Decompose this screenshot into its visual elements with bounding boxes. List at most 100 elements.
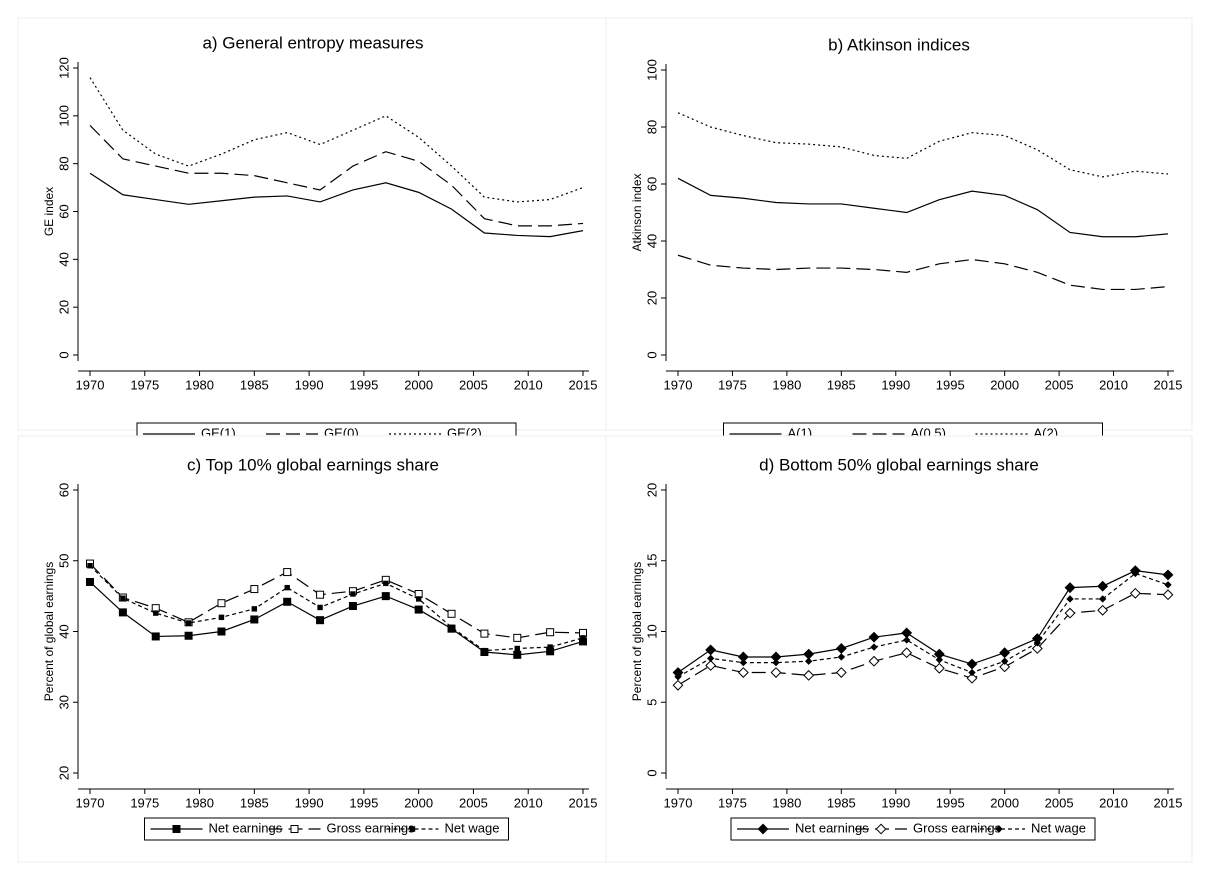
- series-line: [89, 581, 584, 656]
- marker: [1064, 607, 1076, 619]
- marker: [968, 668, 976, 677]
- series-line: [89, 124, 584, 227]
- x-tick-label: 1980: [185, 377, 214, 392]
- x-tick-label: 2010: [514, 377, 543, 392]
- marker: [283, 597, 292, 606]
- series-line: [89, 172, 584, 238]
- marker: [172, 825, 181, 833]
- marker: [1097, 580, 1109, 592]
- chart-title: d) Bottom 50% global earnings share: [759, 455, 1039, 474]
- marker: [868, 631, 880, 643]
- marker: [250, 585, 259, 594]
- legend: [144, 817, 509, 841]
- marker: [739, 658, 748, 667]
- y-tick-label: 40: [56, 252, 71, 266]
- marker: [706, 654, 715, 663]
- marker: [218, 614, 225, 621]
- x-tick-label: 1990: [881, 377, 910, 392]
- y-tick-label: 60: [56, 483, 71, 497]
- marker: [999, 647, 1011, 659]
- y-tick-label: 100: [56, 105, 71, 127]
- y-tick-label: 80: [56, 156, 71, 170]
- marker: [151, 632, 160, 641]
- marker: [1064, 582, 1076, 594]
- marker: [251, 606, 258, 612]
- x-tick-label: 2005: [1045, 795, 1074, 810]
- legend-label: Gross earnings: [327, 820, 416, 835]
- marker: [290, 825, 299, 833]
- y-axis-label: Percent of global earnings: [42, 562, 56, 701]
- x-tick-label: 1970: [664, 795, 693, 810]
- marker: [837, 653, 846, 661]
- marker: [933, 662, 945, 674]
- legend-label: Net wage: [445, 820, 500, 835]
- y-axis-label: Percent of global earnings: [630, 562, 644, 701]
- marker: [448, 624, 455, 630]
- marker: [317, 604, 323, 611]
- marker: [1097, 604, 1109, 616]
- marker: [674, 673, 682, 681]
- series-line: [677, 254, 1169, 291]
- x-tick-label: 1980: [185, 795, 214, 810]
- series-line: [677, 177, 1169, 238]
- marker: [381, 592, 390, 601]
- y-tick-label: 100: [644, 59, 659, 81]
- marker: [414, 605, 423, 614]
- y-tick-label: 60: [644, 177, 659, 191]
- chart-title: b) Atkinson indices: [828, 35, 970, 54]
- marker: [546, 628, 555, 637]
- marker: [1131, 569, 1140, 578]
- marker: [803, 669, 815, 681]
- series-line: [677, 112, 1169, 178]
- marker: [757, 823, 769, 835]
- y-tick-label: 120: [56, 57, 71, 79]
- marker: [1162, 589, 1174, 601]
- series-line: [677, 572, 1169, 678]
- panel: [605, 435, 1193, 863]
- y-tick-label: 20: [56, 300, 71, 314]
- marker: [966, 672, 978, 684]
- marker: [770, 667, 782, 678]
- chart-title: c) Top 10% global earnings share: [187, 455, 439, 474]
- series-line: [677, 592, 1169, 686]
- marker: [283, 568, 292, 577]
- marker: [804, 657, 813, 665]
- marker: [672, 679, 684, 691]
- y-tick-label: 30: [56, 695, 71, 709]
- legend-label: Net earnings: [795, 820, 869, 835]
- y-tick-label: 10: [644, 624, 659, 638]
- x-tick-label: 1990: [295, 377, 324, 392]
- marker: [415, 596, 422, 602]
- x-tick-label: 2015: [1154, 795, 1183, 810]
- y-axis-label: GE index: [42, 187, 56, 236]
- y-tick-label: 0: [644, 769, 659, 776]
- legend-label: Gross earnings: [913, 820, 1002, 835]
- marker: [480, 629, 489, 638]
- x-tick-label: 1970: [76, 795, 105, 810]
- panel: [605, 17, 1193, 431]
- y-tick-label: 80: [644, 120, 659, 134]
- marker: [383, 580, 389, 587]
- y-tick-label: 5: [644, 699, 659, 706]
- x-tick-label: 2005: [459, 795, 488, 810]
- x-tick-label: 1980: [772, 377, 801, 392]
- x-tick-label: 1970: [664, 377, 693, 392]
- marker: [185, 620, 192, 626]
- x-tick-label: 1985: [240, 377, 269, 392]
- series-line: [89, 77, 584, 203]
- x-tick-label: 2015: [569, 795, 598, 810]
- y-tick-label: 60: [56, 204, 71, 218]
- marker: [705, 644, 717, 656]
- marker: [513, 650, 522, 659]
- legend-label: Net earnings: [209, 820, 283, 835]
- series-line: [89, 565, 584, 652]
- marker: [835, 643, 847, 654]
- marker: [120, 595, 126, 601]
- legend: [730, 817, 1096, 841]
- marker: [316, 590, 325, 599]
- x-tick-label: 1995: [349, 795, 378, 810]
- marker: [995, 825, 1003, 833]
- y-tick-label: 20: [644, 291, 659, 305]
- series-line: [677, 570, 1169, 674]
- x-tick-label: 1990: [295, 795, 324, 810]
